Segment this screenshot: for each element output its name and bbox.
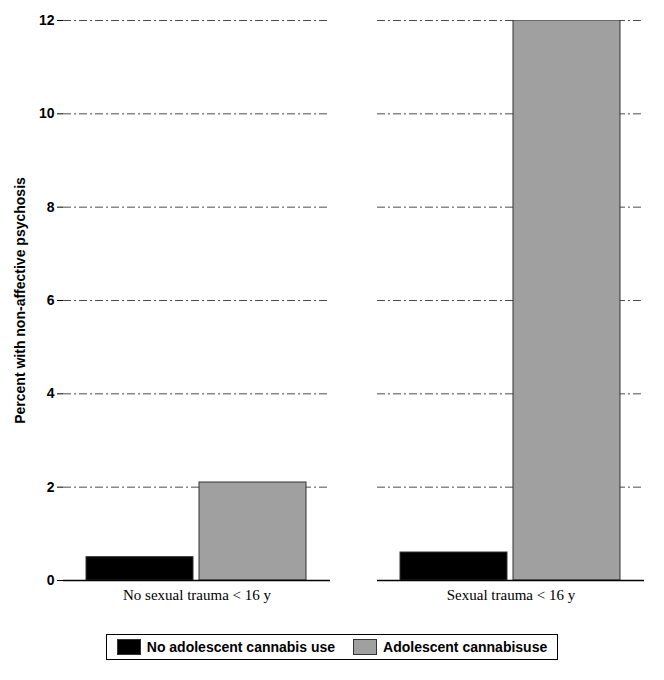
- svg-text:2: 2: [47, 479, 55, 495]
- svg-text:4: 4: [47, 385, 55, 401]
- svg-text:Sexual trauma < 16 y: Sexual trauma < 16 y: [447, 587, 576, 603]
- html-text:No adolescent cannabis use: No adolescent cannabis use: [146, 639, 336, 655]
- svg-text:0: 0: [47, 572, 55, 588]
- svg-text:6: 6: [47, 292, 55, 308]
- html-text:Adolescent cannabisuse: Adolescent cannabisuse: [383, 639, 548, 655]
- svg-text:Percent with non-affective psy: Percent with non-affective psychosis: [12, 177, 28, 424]
- svg-text:12: 12: [39, 12, 55, 28]
- svg-text:10: 10: [39, 105, 55, 121]
- svg-text:No sexual trauma < 16 y: No sexual trauma < 16 y: [123, 587, 272, 603]
- svg-text:8: 8: [47, 199, 55, 215]
